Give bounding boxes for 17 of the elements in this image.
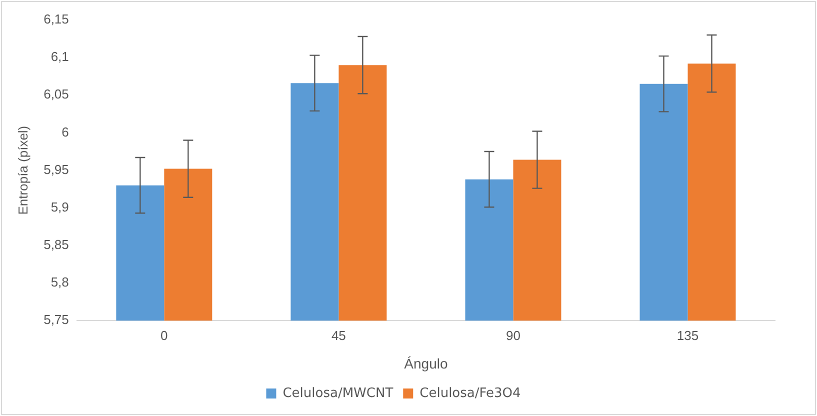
y-axis-title: Entropía (píxel) xyxy=(15,126,30,215)
x-tick-label: 0 xyxy=(160,328,168,343)
legend-label: Celulosa/MWCNT xyxy=(282,386,394,401)
y-tick-label: 6,05 xyxy=(44,86,69,102)
x-tick-label: 45 xyxy=(331,328,346,343)
y-tick-label: 6,1 xyxy=(50,49,69,64)
y-tick-label: 5,8 xyxy=(50,274,69,290)
y-tick-label: 5,95 xyxy=(44,162,69,177)
x-axis-title: Ángulo xyxy=(404,355,448,372)
y-tick-label: 5,85 xyxy=(44,237,69,252)
y-tick-label: 5,9 xyxy=(50,199,69,214)
y-tick-label: 6 xyxy=(62,124,69,140)
y-tick-label: 5,75 xyxy=(44,312,69,328)
x-tick-label: 90 xyxy=(506,328,520,343)
y-tick-label: 6,15 xyxy=(44,12,69,27)
x-tick-label: 135 xyxy=(676,328,699,343)
legend-label: Celulosa/Fe3O4 xyxy=(420,386,521,401)
